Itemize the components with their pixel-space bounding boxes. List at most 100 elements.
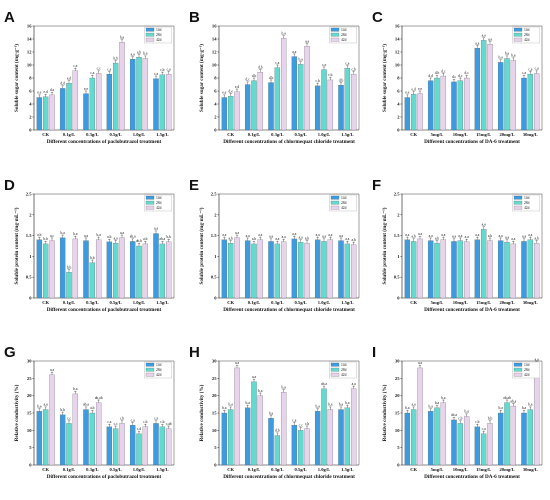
x-axis-title: Different concentrations of paclobutrazo…: [47, 139, 162, 145]
significance-label: b,a: [299, 58, 304, 63]
y-axis-title: Soluble sugar content (mg·g⁻¹): [381, 44, 388, 112]
legend-swatch: [513, 205, 523, 210]
y-tick-label: 12: [395, 50, 400, 55]
significance-label: b,a: [345, 401, 350, 406]
bar-14d-2: [83, 240, 89, 299]
bar-28d-1: [251, 381, 257, 466]
bar-28d-1: [434, 407, 440, 466]
y-tick-label: 14: [27, 37, 32, 42]
x-tick-label: 0.3g/L: [86, 132, 98, 137]
significance-label: a,a: [458, 234, 462, 239]
x-tick-label: 10mg/L: [453, 132, 468, 137]
x-tick-label: CK: [42, 300, 49, 305]
y-tick-label: 16: [27, 24, 32, 29]
significance-label: ab,a: [510, 399, 516, 404]
significance-label: c,a: [167, 67, 171, 72]
legend-swatch: [145, 195, 155, 200]
significance-label: d,e: [229, 89, 234, 94]
legend-label: 28d: [156, 201, 162, 205]
bar-28d-4: [321, 69, 327, 131]
panel-letter: A: [4, 9, 15, 26]
bar-28d-3: [112, 62, 119, 131]
bar-14d-1: [59, 88, 66, 131]
x-tick-label: 0.1g/L: [63, 467, 75, 472]
significance-label: b,a: [37, 404, 42, 409]
x-tick-label: 5mg/L: [431, 132, 444, 137]
significance-label: c,a: [535, 67, 539, 72]
bar-42d-2: [95, 239, 102, 299]
legend-swatch: [330, 32, 340, 37]
bar-28d-0: [42, 409, 49, 466]
bar-42d-0: [49, 374, 55, 466]
x-tick-label: CK: [410, 467, 417, 472]
bar-42d-3: [487, 44, 493, 131]
legend-swatch: [513, 362, 523, 367]
x-tick-label: 1.5g/L: [156, 467, 168, 472]
y-tick-label: 10: [395, 63, 400, 68]
significance-label: a,a: [511, 237, 515, 242]
significance-label: a,a: [252, 375, 256, 380]
bar-42d-3: [119, 423, 125, 466]
y-tick-label: 10: [27, 63, 32, 68]
bar-42d-5: [350, 388, 357, 466]
legend-label: 28d: [524, 201, 530, 205]
bar-42d-0: [234, 91, 240, 131]
bar-42d-2: [463, 416, 470, 466]
bar-14d-1: [244, 240, 251, 299]
y-tick-label: 10: [27, 428, 32, 433]
y-axis-title: Soluble sugar content (mg·g⁻¹): [13, 44, 20, 112]
significance-label: d,c: [246, 78, 251, 83]
significance-label: b,a: [269, 411, 274, 416]
significance-label: c,b: [352, 67, 356, 72]
bar-42d-5: [533, 364, 540, 466]
x-tick-label: 0.3g/L: [271, 467, 283, 472]
significance-label: c,a: [528, 67, 532, 72]
legend-swatch: [513, 372, 523, 377]
y-tick-label: 0: [29, 296, 32, 301]
significance-label: c,a: [275, 61, 279, 66]
significance-label: a,b: [488, 234, 492, 239]
bar-28d-5: [527, 239, 534, 299]
significance-label: d,a: [50, 88, 55, 93]
significance-label: c,b: [160, 68, 164, 73]
y-tick-label: 2: [397, 212, 400, 217]
significance-label: a,a: [292, 232, 296, 237]
y-tick-label: 14: [212, 37, 217, 42]
bar-28d-3: [480, 433, 487, 466]
legend-swatch: [330, 200, 340, 205]
x-tick-label: 30mg/L: [523, 132, 538, 137]
y-tick-label: 10: [212, 63, 217, 68]
legend-label: 42d: [156, 38, 162, 42]
bar-28d-4: [321, 241, 327, 299]
bar-28d-5: [159, 243, 166, 299]
bar-42d-1: [72, 70, 79, 131]
x-tick-label: 15mg/L: [476, 300, 491, 305]
y-tick-label: 14: [395, 37, 400, 42]
bar-42d-0: [417, 238, 423, 299]
legend-swatch: [145, 362, 155, 367]
bar-28d-4: [136, 433, 142, 466]
significance-label: c,b: [120, 417, 124, 422]
y-tick-label: 2: [29, 115, 32, 120]
x-tick-label: 1.5g/L: [341, 467, 353, 472]
x-tick-label: 1.0g/L: [133, 467, 145, 472]
bar-42d-1: [257, 395, 264, 466]
bar-14d-0: [404, 412, 411, 466]
bar-28d-5: [344, 243, 351, 299]
significance-label: c,a: [73, 64, 77, 69]
legend-label: 42d: [156, 206, 162, 210]
significance-label: a,b: [137, 50, 141, 55]
legend-label: 14d: [341, 196, 347, 200]
legend-swatch: [145, 372, 155, 377]
x-tick-label: 0.5g/L: [294, 132, 306, 137]
significance-label: b,a: [499, 56, 504, 61]
significance-label: a,b: [252, 237, 256, 242]
significance-label: a,a: [475, 41, 479, 46]
bar-28d-4: [504, 402, 510, 466]
y-tick-label: 12: [212, 50, 217, 55]
significance-label: a,a: [441, 233, 445, 238]
legend-swatch: [513, 37, 523, 42]
bar-14d-0: [36, 97, 43, 131]
x-tick-label: 0.1g/L: [63, 132, 75, 137]
significance-label: e,e: [222, 91, 226, 96]
